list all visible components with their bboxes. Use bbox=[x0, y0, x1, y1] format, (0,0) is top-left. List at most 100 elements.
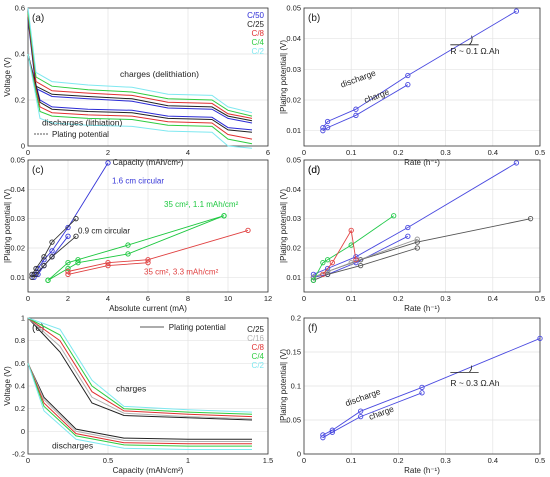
x-tick-label: 0.2 bbox=[393, 456, 403, 465]
data-point bbox=[49, 248, 55, 254]
y-tick-label: 0.01 bbox=[286, 126, 301, 135]
x-tick-label: 0.1 bbox=[346, 456, 356, 465]
x-tick-label: 0 bbox=[26, 148, 30, 157]
series-line bbox=[67, 229, 249, 272]
data-point bbox=[75, 257, 81, 263]
series-line-discharge bbox=[27, 363, 252, 450]
annotation-35cm-3-3: 35 cm², 3.3 mAh/cm² bbox=[144, 267, 219, 276]
y-axis-label: |Plating potential| (V) bbox=[279, 189, 288, 263]
data-point bbox=[348, 260, 354, 266]
series-line bbox=[322, 229, 357, 275]
series-line-charge bbox=[27, 17, 253, 122]
data-point bbox=[320, 260, 326, 266]
data-point bbox=[414, 245, 420, 251]
legend-entry: C/2 bbox=[252, 361, 265, 370]
x-axis-label: Capacity (mAh/cm²) bbox=[113, 466, 184, 475]
x-axis-label: Absolute current (mA) bbox=[109, 304, 187, 313]
y-tick-label: 0.03 bbox=[10, 214, 25, 223]
x-tick-label: 10 bbox=[224, 294, 232, 303]
y-axis-label: Voltage (V) bbox=[3, 366, 12, 406]
series-line-charge bbox=[27, 7, 253, 114]
annotation-resistance: R ~ 0.3 Ω.Ah bbox=[450, 378, 499, 388]
data-point bbox=[405, 72, 411, 79]
data-point bbox=[65, 265, 71, 272]
series-line-discharge bbox=[27, 363, 252, 440]
panel-d: 0 0.1 0.2 0.3 0.4 0.5 0.01 0.02 0.03 0.04 0.05 Rate… bbox=[279, 156, 545, 314]
data-point bbox=[357, 408, 364, 414]
annotation-charge: charge bbox=[363, 87, 391, 105]
slope-marker bbox=[450, 365, 479, 373]
series-line bbox=[47, 215, 225, 281]
data-point bbox=[65, 260, 71, 266]
y-tick-label: 0 bbox=[21, 427, 25, 436]
x-tick-label: 0.4 bbox=[488, 148, 498, 157]
annotation-charge: charge bbox=[367, 404, 395, 422]
data-point bbox=[513, 160, 520, 166]
y-tick-label: 0.04 bbox=[286, 34, 301, 43]
series-line-discharge bbox=[27, 363, 252, 442]
data-point bbox=[65, 268, 71, 275]
legend-entry: C/8 bbox=[252, 29, 265, 38]
y-axis-label: |Plating potential| (V) bbox=[3, 189, 12, 263]
panel-label: (f) bbox=[308, 323, 317, 334]
annotation-discharge: discharge bbox=[339, 68, 377, 90]
x-tick-label: 0 bbox=[302, 148, 306, 157]
legend-entry: C/25 bbox=[247, 325, 264, 334]
series-line bbox=[322, 84, 409, 132]
series-line bbox=[67, 262, 149, 275]
series-line-discharge bbox=[27, 363, 252, 447]
y-tick-label: 0.4 bbox=[15, 50, 25, 59]
x-tick-label: 0.3 bbox=[440, 148, 450, 157]
data-point bbox=[105, 262, 111, 269]
data-point bbox=[41, 262, 47, 269]
series-line bbox=[313, 162, 517, 275]
legend-entry: C/4 bbox=[252, 38, 265, 47]
x-tick-label: 0.2 bbox=[393, 294, 403, 303]
panel-label: (c) bbox=[32, 165, 44, 176]
y-axis-label: Voltage (V) bbox=[3, 57, 12, 97]
y-tick-label: 0.02 bbox=[286, 244, 301, 253]
legend-entry: C/50 bbox=[247, 11, 264, 20]
x-axis-label: Rate (h⁻¹) bbox=[404, 466, 440, 475]
y-tick-label: 0 bbox=[297, 450, 301, 459]
series-line-discharge bbox=[27, 53, 253, 133]
data-point bbox=[65, 233, 71, 239]
data-point bbox=[125, 242, 131, 248]
data-point bbox=[324, 124, 331, 131]
annotation-charges: charges bbox=[116, 384, 146, 394]
data-point bbox=[414, 236, 420, 242]
x-tick-label: 0 bbox=[26, 294, 30, 303]
data-point bbox=[391, 213, 397, 219]
y-tick-label: 0.05 bbox=[286, 416, 301, 425]
data-point bbox=[310, 277, 317, 283]
x-tick-label: 6 bbox=[146, 294, 150, 303]
data-point bbox=[419, 390, 425, 396]
series-line-charge bbox=[27, 12, 253, 117]
y-axis-label: |Plating potential| (V) bbox=[279, 349, 288, 423]
data-point bbox=[105, 260, 111, 266]
data-point bbox=[45, 277, 51, 283]
x-tick-label: 4 bbox=[106, 294, 110, 303]
legend-entry: C/8 bbox=[252, 343, 265, 352]
y-tick-label: 0.01 bbox=[10, 273, 25, 282]
x-tick-label: 0.3 bbox=[440, 294, 450, 303]
data-point bbox=[348, 227, 354, 234]
data-point bbox=[73, 216, 79, 222]
x-tick-label: 0.5 bbox=[103, 456, 113, 465]
data-point bbox=[324, 265, 331, 272]
x-tick-label: 0.3 bbox=[440, 456, 450, 465]
series-line bbox=[47, 215, 225, 281]
annotation-1-6cm: 1.6 cm circular bbox=[112, 176, 164, 185]
plating-legend-label: Plating potential bbox=[52, 130, 109, 139]
y-tick-label: 0.03 bbox=[286, 65, 301, 74]
series-line-discharge bbox=[27, 53, 253, 145]
data-point bbox=[49, 254, 55, 260]
data-point bbox=[320, 435, 326, 441]
data-point bbox=[329, 429, 335, 435]
x-tick-label: 1.5 bbox=[263, 456, 273, 465]
plot-frame bbox=[303, 159, 541, 293]
